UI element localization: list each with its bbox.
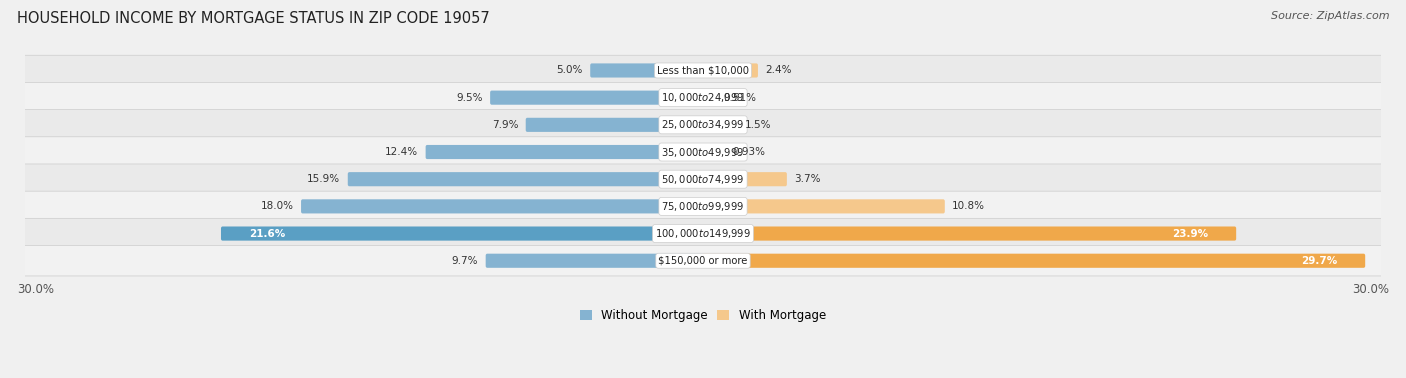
FancyBboxPatch shape xyxy=(702,64,758,77)
Text: 29.7%: 29.7% xyxy=(1301,256,1337,266)
FancyBboxPatch shape xyxy=(21,137,1385,167)
Text: $35,000 to $49,999: $35,000 to $49,999 xyxy=(661,146,745,158)
Text: $25,000 to $34,999: $25,000 to $34,999 xyxy=(661,118,745,131)
Text: $100,000 to $149,999: $100,000 to $149,999 xyxy=(655,227,751,240)
FancyBboxPatch shape xyxy=(702,91,716,105)
FancyBboxPatch shape xyxy=(21,164,1385,194)
FancyBboxPatch shape xyxy=(426,145,704,159)
Text: $75,000 to $99,999: $75,000 to $99,999 xyxy=(661,200,745,213)
Text: $50,000 to $74,999: $50,000 to $74,999 xyxy=(661,173,745,186)
Text: Source: ZipAtlas.com: Source: ZipAtlas.com xyxy=(1271,11,1389,21)
FancyBboxPatch shape xyxy=(702,145,725,159)
Text: 18.0%: 18.0% xyxy=(260,201,294,211)
Text: $150,000 or more: $150,000 or more xyxy=(658,256,748,266)
FancyBboxPatch shape xyxy=(702,172,787,186)
Legend: Without Mortgage, With Mortgage: Without Mortgage, With Mortgage xyxy=(581,309,825,322)
Text: 12.4%: 12.4% xyxy=(385,147,418,157)
FancyBboxPatch shape xyxy=(21,191,1385,222)
FancyBboxPatch shape xyxy=(485,254,704,268)
FancyBboxPatch shape xyxy=(591,64,704,77)
Text: 2.4%: 2.4% xyxy=(765,65,792,76)
FancyBboxPatch shape xyxy=(347,172,704,186)
Text: 15.9%: 15.9% xyxy=(308,174,340,184)
FancyBboxPatch shape xyxy=(526,118,704,132)
Text: 0.93%: 0.93% xyxy=(733,147,766,157)
FancyBboxPatch shape xyxy=(21,218,1385,249)
Text: 10.8%: 10.8% xyxy=(952,201,986,211)
Text: 5.0%: 5.0% xyxy=(557,65,583,76)
FancyBboxPatch shape xyxy=(21,55,1385,86)
FancyBboxPatch shape xyxy=(21,110,1385,140)
Text: 9.5%: 9.5% xyxy=(457,93,482,103)
FancyBboxPatch shape xyxy=(221,226,704,241)
Text: 21.6%: 21.6% xyxy=(249,229,285,239)
Text: $10,000 to $24,999: $10,000 to $24,999 xyxy=(661,91,745,104)
Text: HOUSEHOLD INCOME BY MORTGAGE STATUS IN ZIP CODE 19057: HOUSEHOLD INCOME BY MORTGAGE STATUS IN Z… xyxy=(17,11,489,26)
Text: 9.7%: 9.7% xyxy=(451,256,478,266)
FancyBboxPatch shape xyxy=(702,199,945,214)
FancyBboxPatch shape xyxy=(21,82,1385,113)
Text: 0.51%: 0.51% xyxy=(723,93,756,103)
FancyBboxPatch shape xyxy=(702,226,1236,241)
FancyBboxPatch shape xyxy=(702,118,738,132)
FancyBboxPatch shape xyxy=(301,199,704,214)
FancyBboxPatch shape xyxy=(491,91,704,105)
Text: Less than $10,000: Less than $10,000 xyxy=(657,65,749,76)
Text: 23.9%: 23.9% xyxy=(1171,229,1208,239)
Text: 7.9%: 7.9% xyxy=(492,120,519,130)
FancyBboxPatch shape xyxy=(702,254,1365,268)
Text: 3.7%: 3.7% xyxy=(794,174,821,184)
Text: 1.5%: 1.5% xyxy=(745,120,772,130)
FancyBboxPatch shape xyxy=(21,246,1385,276)
